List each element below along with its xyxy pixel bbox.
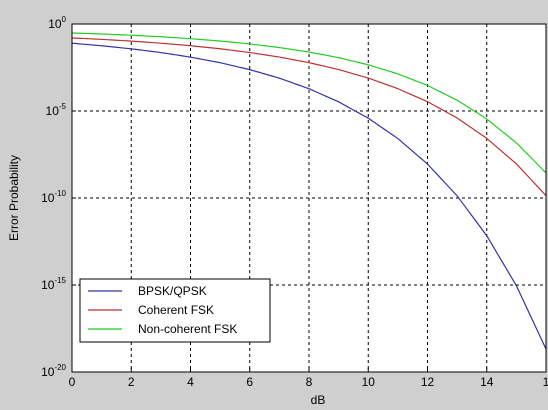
x-axis-label: dB [311, 393, 326, 407]
series-layer [72, 32, 546, 350]
ticks: 0 2 4 6 8 10 12 14 1 10-20 10-15 10-10 10-5 100 [41, 15, 548, 389]
y-tick-label: 10-10 [41, 189, 66, 205]
y-tick-label: 10-5 [46, 102, 67, 118]
x-tick-label: 14 [480, 375, 494, 389]
series-line-3 [72, 32, 546, 174]
legend: BPSK/QPSK Coherent FSK Non-coherent FSK [79, 278, 271, 343]
x-tick-label: 8 [306, 375, 313, 389]
x-tick-label: 10 [362, 375, 376, 389]
y-axis-label: Error Probability [7, 155, 21, 241]
y-tick-label: 10-20 [41, 363, 66, 379]
x-tick-label: 0 [69, 375, 76, 389]
legend-label: Non-coherent FSK [138, 322, 237, 336]
x-tick-label: 12 [421, 375, 435, 389]
legend-label: BPSK/QPSK [138, 284, 207, 298]
series-line-2 [72, 37, 546, 197]
legend-label: Coherent FSK [138, 303, 214, 317]
y-tick-label: 10-15 [41, 276, 66, 292]
x-tick-label: 2 [128, 375, 135, 389]
x-tick-label: 1 [543, 375, 548, 389]
series-line-1 [72, 42, 546, 350]
y-tick-label: 100 [48, 15, 66, 31]
x-tick-label: 4 [187, 375, 194, 389]
x-tick-label: 6 [246, 375, 253, 389]
